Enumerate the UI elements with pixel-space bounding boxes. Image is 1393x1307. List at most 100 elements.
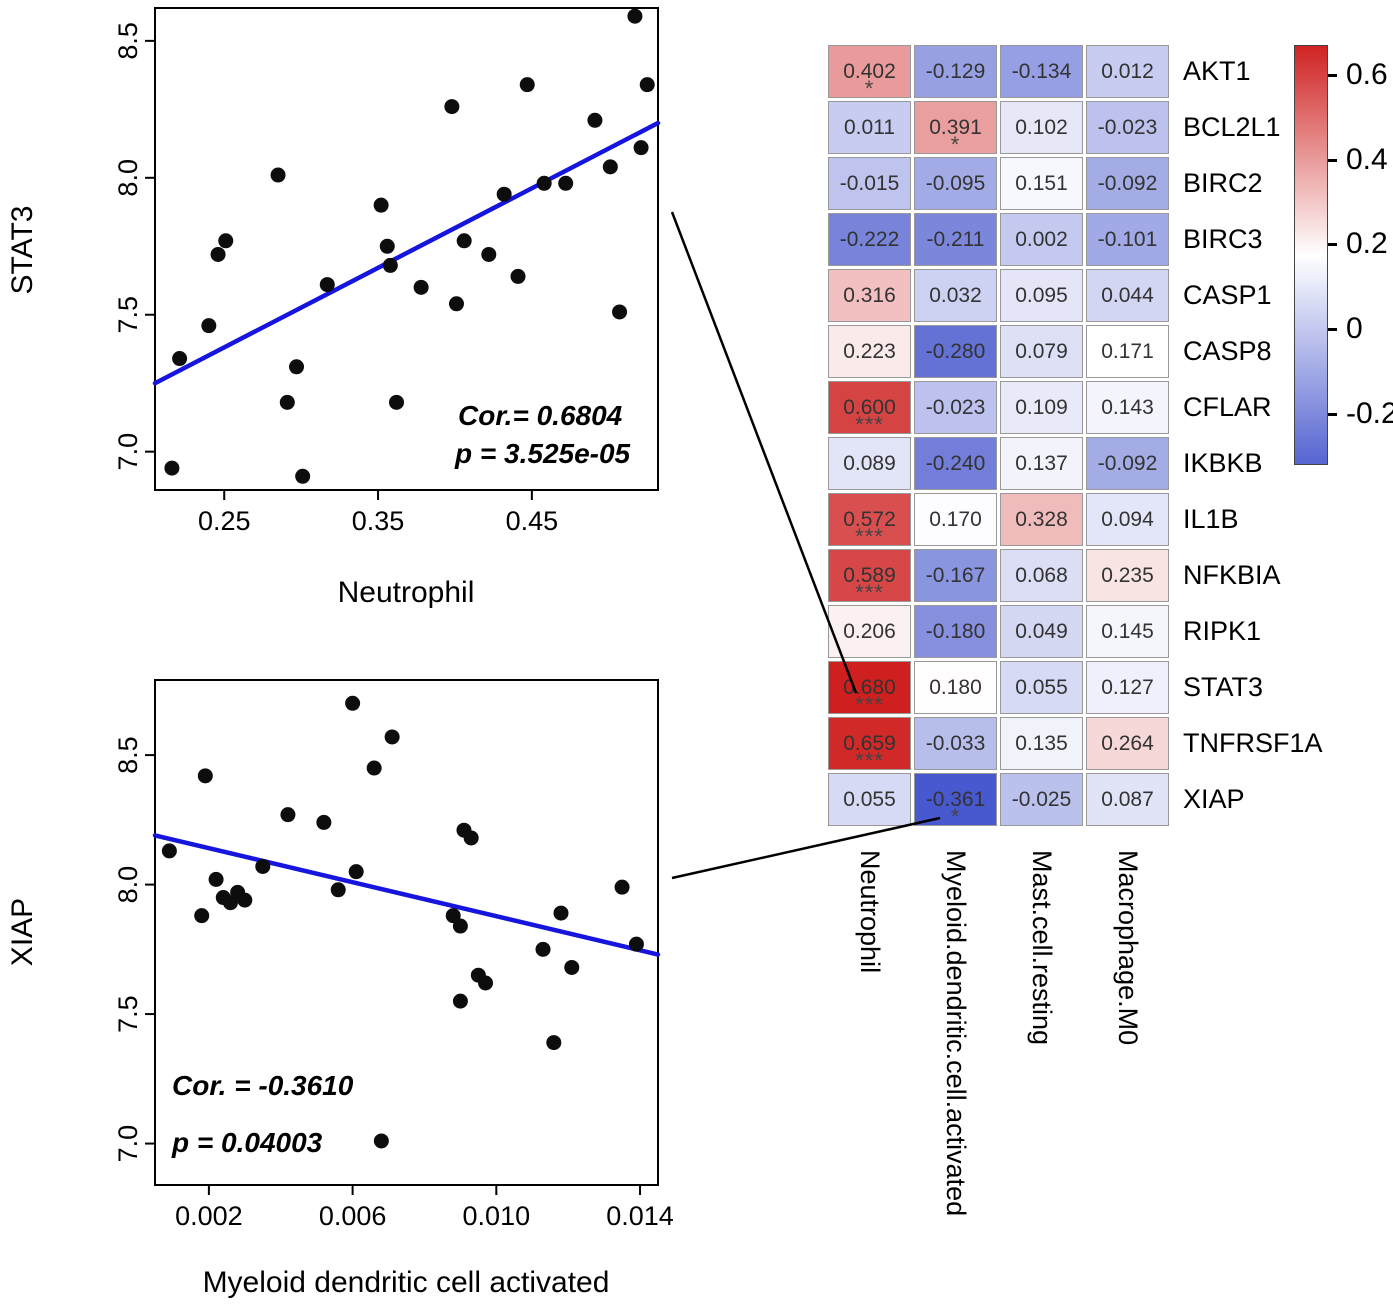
heatmap-cell-CFLAR-Myeloid-dendritic-cell-activated: -0.023 bbox=[914, 381, 997, 434]
significance-stars: * bbox=[864, 76, 875, 101]
colorbar-tick-mark bbox=[1328, 328, 1337, 332]
heatmap-value: -0.095 bbox=[925, 171, 986, 195]
scatter-xiap-mdc-trend-line bbox=[152, 833, 661, 957]
heatmap-cell-AKT1-Mast-cell-resting: -0.134 bbox=[1000, 45, 1083, 98]
row-label-IL1B: IL1B bbox=[1183, 504, 1239, 534]
data-point bbox=[208, 871, 224, 887]
heatmap-cell-AKT1-Neutrophil: 0.402 * bbox=[828, 45, 911, 101]
heatmap-cell-IKBKB-Mast-cell-resting: 0.137 bbox=[1000, 437, 1083, 490]
significance-stars: * bbox=[950, 132, 961, 157]
data-point bbox=[289, 359, 305, 375]
heatmap-cell-CASP1-Neutrophil: 0.316 bbox=[828, 269, 911, 322]
heatmap-value: 0.011 bbox=[844, 115, 895, 139]
data-point bbox=[558, 175, 574, 191]
heatmap-cell-BIRC2-Neutrophil: -0.015 bbox=[828, 157, 911, 210]
heatmap-value: 0.171 bbox=[1101, 339, 1154, 363]
heatmap-cell-IL1B-Neutrophil: 0.572 *** bbox=[828, 493, 911, 549]
data-point bbox=[373, 1133, 389, 1149]
heatmap-value: -0.025 bbox=[1011, 787, 1072, 811]
heatmap-value: -0.092 bbox=[1097, 451, 1158, 475]
data-point bbox=[384, 729, 400, 745]
data-point bbox=[164, 460, 180, 476]
heatmap-value: -0.023 bbox=[925, 395, 986, 419]
row-label-NFKBIA: NFKBIA bbox=[1183, 560, 1281, 590]
data-point bbox=[295, 468, 311, 484]
heatmap-cell-TNFRSF1A-Mast-cell-resting: 0.135 bbox=[1000, 717, 1083, 770]
row-label-CFLAR: CFLAR bbox=[1183, 392, 1272, 422]
heatmap-cell-BCL2L1-Neutrophil: 0.011 bbox=[828, 101, 911, 154]
data-point bbox=[330, 882, 346, 898]
data-point bbox=[628, 936, 644, 952]
heatmap-cell-XIAP-Mast-cell-resting: -0.025 bbox=[1000, 773, 1083, 826]
heatmap-value: 0.079 bbox=[1015, 339, 1068, 363]
colorbar-tick-mark bbox=[1328, 158, 1337, 162]
heatmap-value: 0.135 bbox=[1015, 731, 1068, 755]
heatmap-cell-BIRC3-Mast-cell-resting: 0.002 bbox=[1000, 213, 1083, 266]
y-tick-label: 8.5 bbox=[113, 736, 143, 774]
heatmap-cell-XIAP-Myeloid-dendritic-cell-activated: -0.361 * bbox=[914, 773, 997, 828]
data-point bbox=[373, 197, 389, 213]
heatmap-value: 0.012 bbox=[1101, 59, 1154, 83]
y-tick-label: 8.0 bbox=[113, 866, 143, 904]
data-point bbox=[627, 8, 643, 24]
row-label-AKT1: AKT1 bbox=[1183, 56, 1251, 86]
data-point bbox=[382, 257, 398, 273]
heatmap-value: 0.055 bbox=[843, 787, 896, 811]
x-tick-label: 0.006 bbox=[319, 1201, 387, 1231]
heatmap-cell-RIPK1-Mast-cell-resting: 0.049 bbox=[1000, 605, 1083, 658]
heatmap-cell-STAT3-Neutrophil: 0.680 *** bbox=[828, 661, 911, 716]
heatmap-value: 0.087 bbox=[1101, 787, 1154, 811]
row-label-BIRC2: BIRC2 bbox=[1183, 168, 1263, 198]
heatmap-value: 0.659 bbox=[843, 731, 896, 755]
heatmap-cell-TNFRSF1A-Macrophage-M0: 0.264 bbox=[1086, 717, 1169, 770]
heatmap-value: -0.222 bbox=[839, 227, 900, 251]
heatmap-value: -0.361 bbox=[925, 787, 986, 811]
data-point bbox=[536, 175, 552, 191]
heatmap-cell-TNFRSF1A-Myeloid-dendritic-cell-activated: -0.033 bbox=[914, 717, 997, 770]
data-point bbox=[194, 908, 210, 924]
heatmap-value: 0.002 bbox=[1015, 227, 1068, 251]
heatmap-cell-CFLAR-Mast-cell-resting: 0.109 bbox=[1000, 381, 1083, 434]
heatmap-cell-IL1B-Myeloid-dendritic-cell-activated: 0.170 bbox=[914, 493, 997, 546]
heatmap-value: -0.129 bbox=[925, 59, 986, 83]
heatmap-value: 0.055 bbox=[1015, 675, 1068, 699]
significance-stars: *** bbox=[855, 748, 884, 773]
heatmap-cell-NFKBIA-Myeloid-dendritic-cell-activated: -0.167 bbox=[914, 549, 997, 602]
scatter-top-xlabel: Neutrophil bbox=[338, 576, 475, 609]
colorbar-tick-label: 0.2 bbox=[1346, 227, 1388, 261]
data-point bbox=[348, 864, 364, 880]
heatmap-value: 0.180 bbox=[929, 675, 982, 699]
heatmap-cell-BIRC2-Myeloid-dendritic-cell-activated: -0.095 bbox=[914, 157, 997, 210]
data-point bbox=[546, 1035, 562, 1051]
data-point bbox=[319, 277, 335, 293]
data-point bbox=[463, 830, 479, 846]
data-point bbox=[237, 892, 253, 908]
row-label-STAT3: STAT3 bbox=[1183, 672, 1264, 702]
heatmap-value: 0.094 bbox=[1101, 507, 1154, 531]
row-label-XIAP: XIAP bbox=[1183, 784, 1245, 814]
colorbar-tick-label: 0.4 bbox=[1346, 142, 1388, 176]
scatter-top-ylabel: STAT3 bbox=[6, 206, 39, 295]
heatmap-cell-CFLAR-Macrophage-M0: 0.143 bbox=[1086, 381, 1169, 434]
heatmap-value: -0.092 bbox=[1097, 171, 1158, 195]
row-label-IKBKB: IKBKB bbox=[1183, 448, 1263, 478]
heatmap-cell-AKT1-Macrophage-M0: 0.012 bbox=[1086, 45, 1169, 98]
data-point bbox=[389, 394, 405, 410]
scatter-xiap-mdc-frame bbox=[154, 679, 659, 1186]
row-label-CASP8: CASP8 bbox=[1183, 336, 1272, 366]
data-point bbox=[201, 318, 217, 334]
heatmap-cells: 0.402 * -0.129 -0.134 0.012 0.011 0.391 * 0.102-… bbox=[828, 45, 1169, 828]
row-label-TNFRSF1A: TNFRSF1A bbox=[1183, 728, 1323, 758]
heatmap-value: 0.206 bbox=[843, 619, 896, 643]
heatmap-value: -0.211 bbox=[926, 227, 985, 251]
colorbar-tick-mark bbox=[1328, 243, 1337, 247]
colorbar-tick-mark bbox=[1328, 73, 1337, 77]
heatmap-value: 0.589 bbox=[843, 563, 896, 587]
data-point bbox=[587, 112, 603, 128]
data-point bbox=[519, 77, 535, 93]
y-tick-label: 7.0 bbox=[113, 1125, 143, 1163]
data-point bbox=[218, 233, 234, 249]
significance-stars: *** bbox=[855, 524, 884, 549]
heatmap-value: -0.134 bbox=[1011, 59, 1072, 83]
